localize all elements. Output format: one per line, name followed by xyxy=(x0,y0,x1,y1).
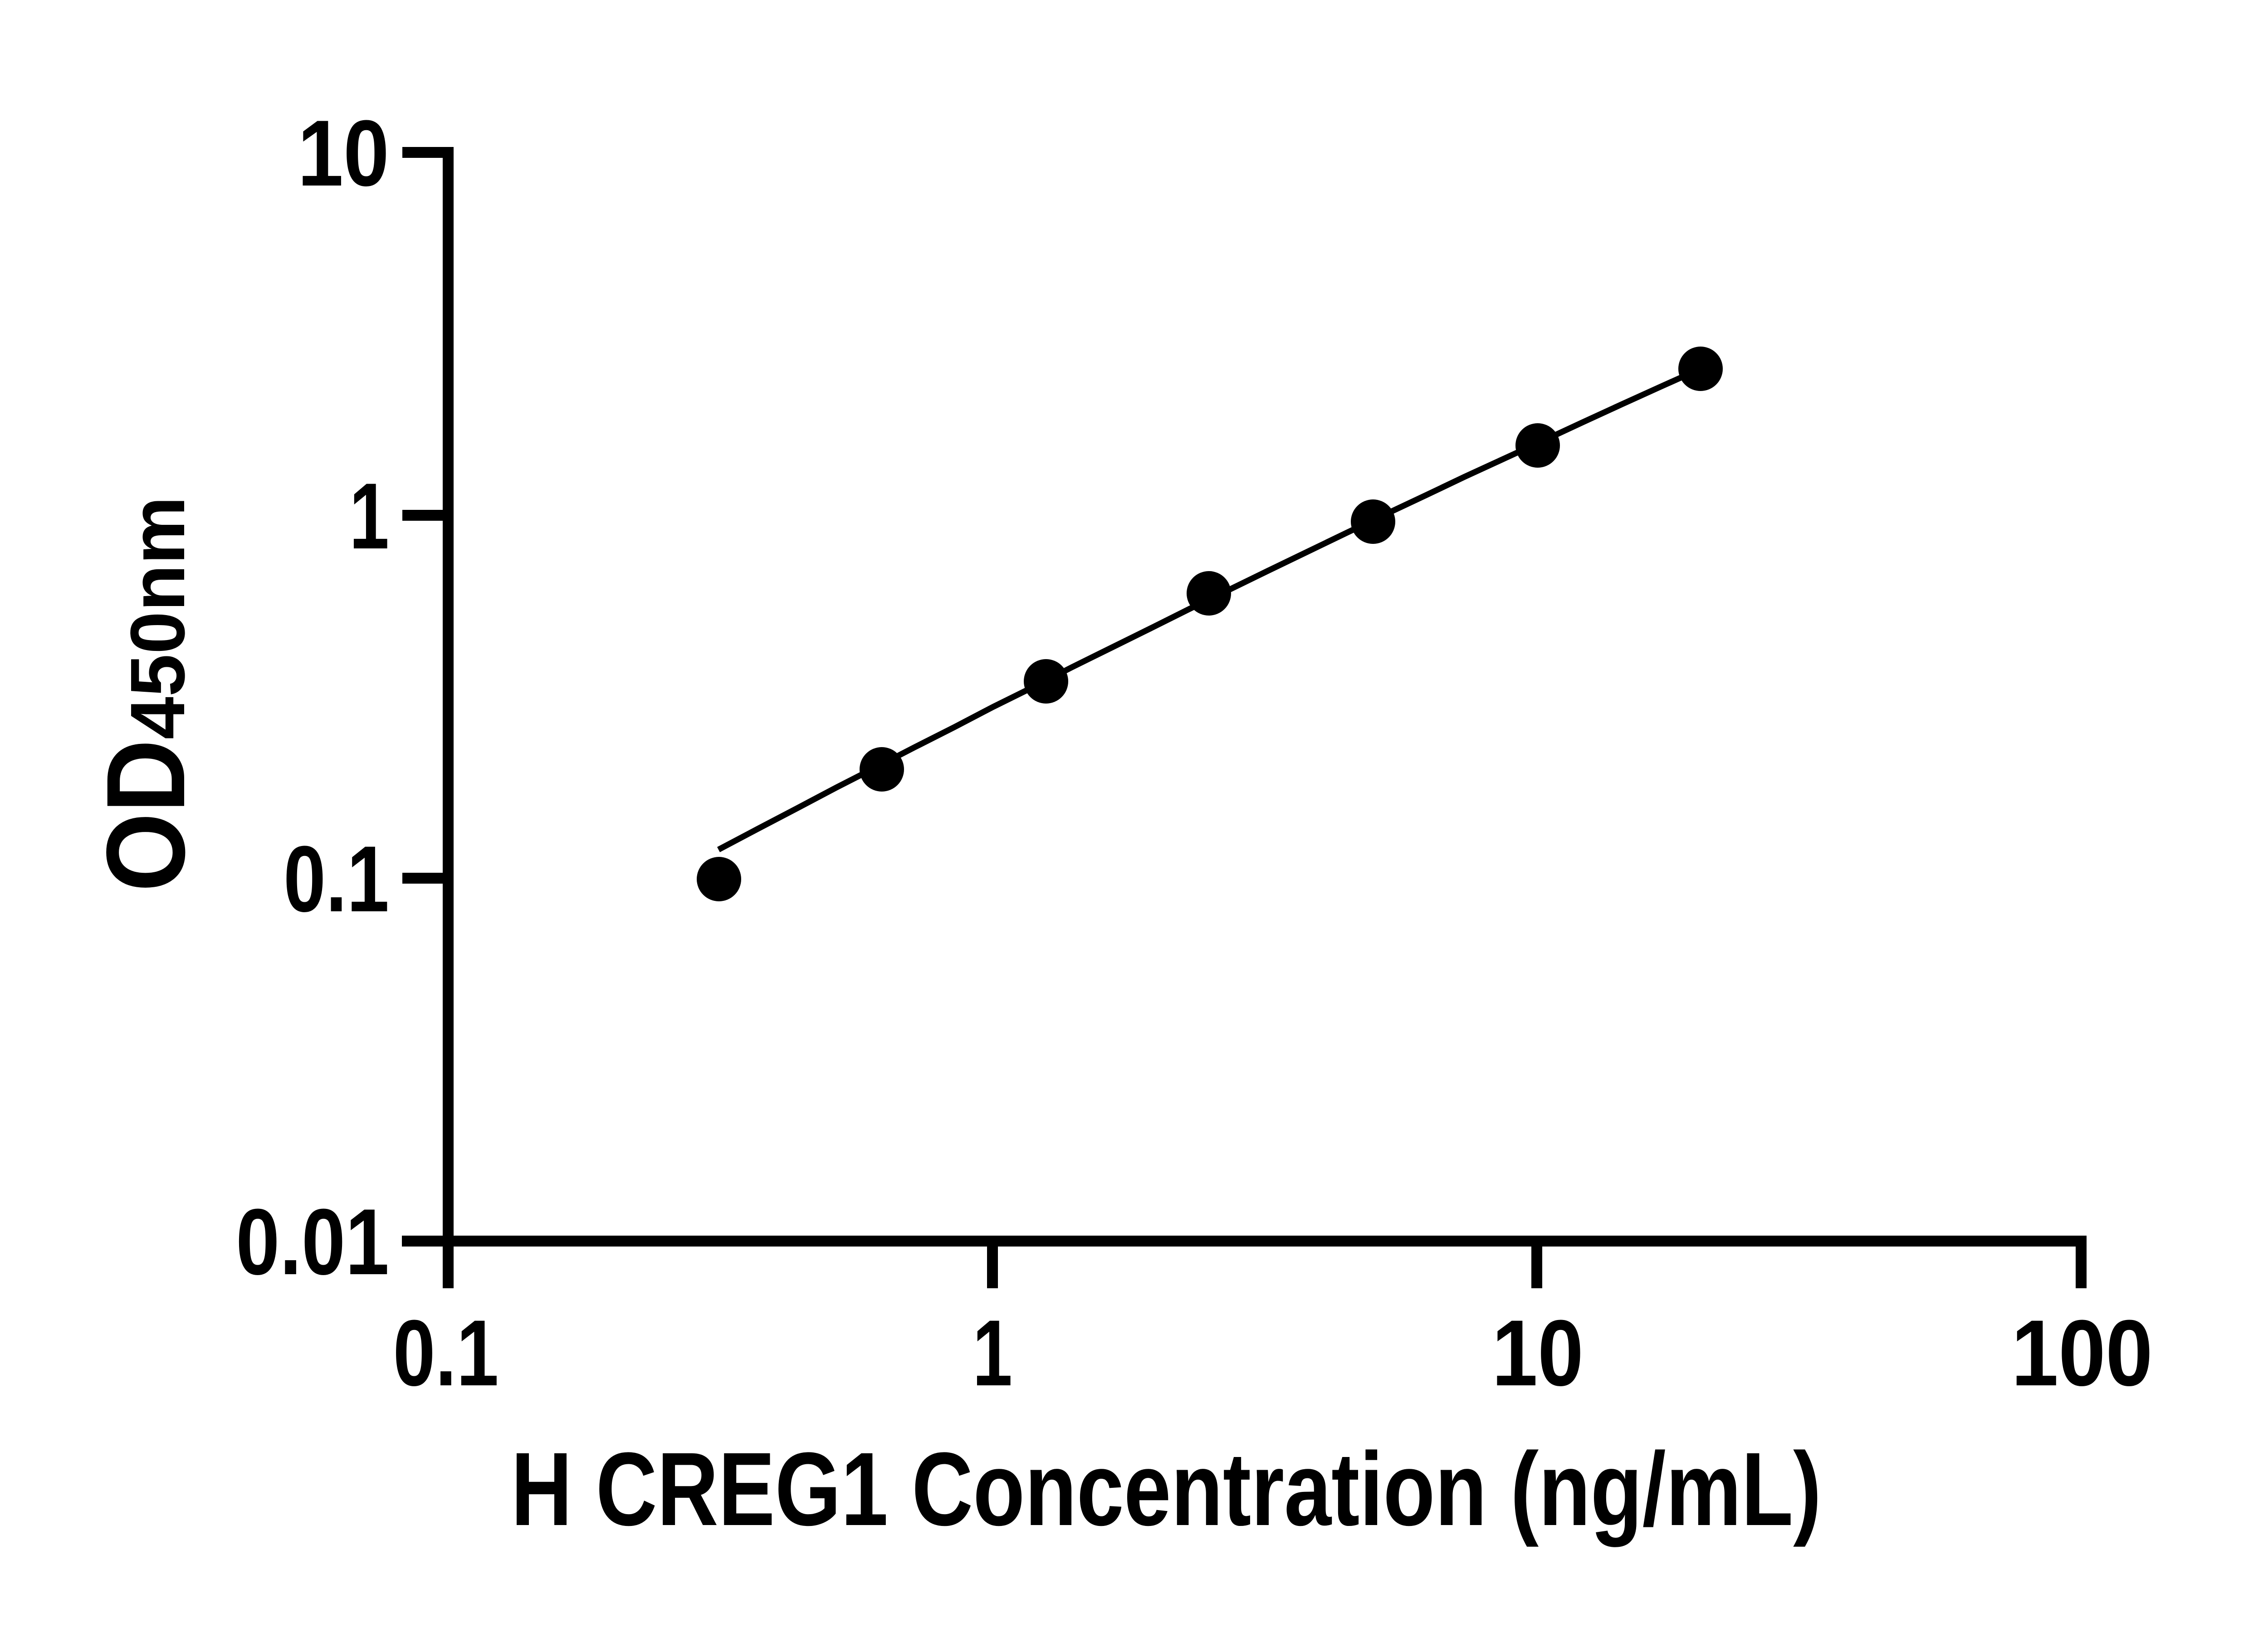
svg-text:1: 1 xyxy=(349,464,389,568)
svg-text:0.1: 0.1 xyxy=(393,1301,499,1405)
svg-text:0.1: 0.1 xyxy=(284,826,389,931)
svg-text:450nm: 450nm xyxy=(115,496,201,739)
svg-text:10: 10 xyxy=(1492,1301,1584,1405)
svg-text:100: 100 xyxy=(2011,1301,2153,1405)
svg-text:OD: OD xyxy=(83,739,208,892)
svg-text:1: 1 xyxy=(973,1301,1012,1405)
svg-text:0.01: 0.01 xyxy=(236,1189,389,1294)
svg-text:10: 10 xyxy=(298,101,389,205)
svg-text:H CREG1 Concentration (ng/mL): H CREG1 Concentration (ng/mL) xyxy=(511,1431,1822,1547)
